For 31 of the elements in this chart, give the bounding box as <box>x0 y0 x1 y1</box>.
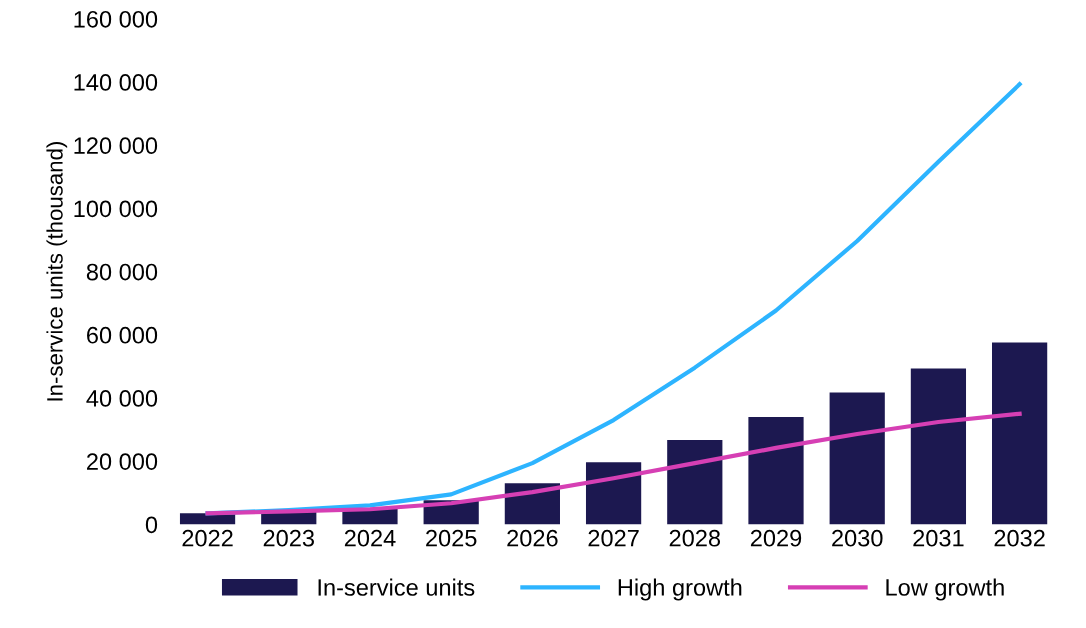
legend-label: In-service units <box>318 578 475 596</box>
bar <box>667 440 723 525</box>
bar <box>585 462 642 525</box>
bar <box>910 368 967 525</box>
line-series <box>205 411 1022 516</box>
x-tick-label: 2022 <box>182 529 233 547</box>
legend-label: High growth <box>618 578 742 601</box>
y-tick-label: 60 000 <box>87 326 158 344</box>
y-tick-label: 0 <box>145 516 158 534</box>
y-tick-label: 20 000 <box>87 453 158 470</box>
bar <box>829 392 885 525</box>
y-tick-label: 100 000 <box>74 200 158 218</box>
x-tick-label: 2027 <box>588 529 639 547</box>
y-tick-label: 80 000 <box>86 263 158 281</box>
x-tick-label: 2024 <box>344 529 396 547</box>
x-tick-label: 2031 <box>913 529 964 547</box>
bar <box>748 416 804 525</box>
x-tick-label: 2029 <box>750 529 802 547</box>
y-tick-label: 120 000 <box>74 137 158 155</box>
y-axis-title: In-service units (thousand) <box>46 142 68 401</box>
x-tick-label: 2032 <box>994 529 1045 547</box>
y-tick-label: 160 000 <box>74 10 158 28</box>
x-tick-label: 2028 <box>669 529 721 547</box>
x-tick-label: 2030 <box>832 529 883 547</box>
legend-label: Low growth <box>886 578 1004 601</box>
x-tick-label: 2023 <box>263 529 314 547</box>
bar <box>992 342 1048 525</box>
y-tick-label: 140 000 <box>74 74 158 91</box>
x-tick-label: 2026 <box>507 529 558 547</box>
x-tick-label: 2025 <box>426 529 477 547</box>
y-tick-label: 40 000 <box>86 390 158 407</box>
